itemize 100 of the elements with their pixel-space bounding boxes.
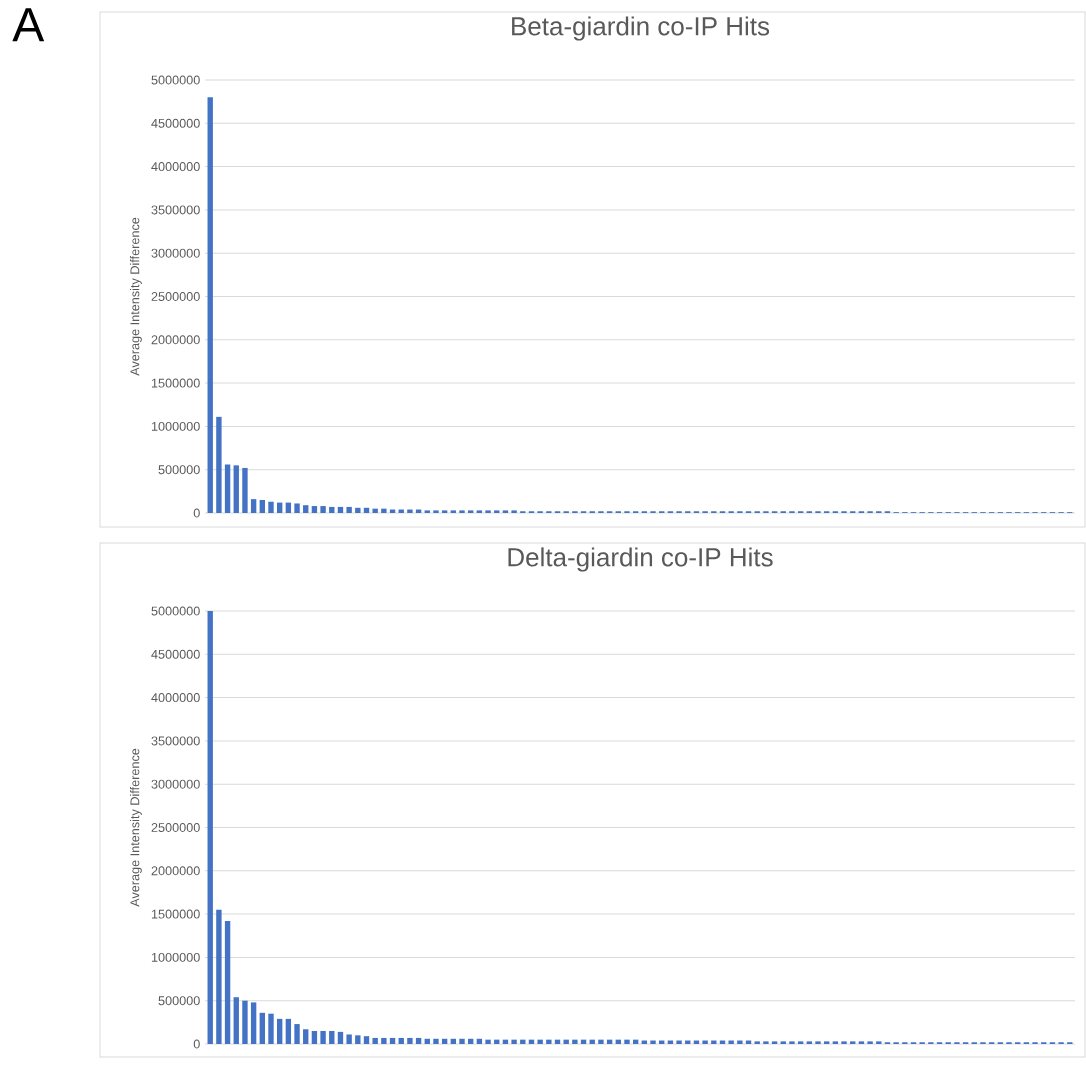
bar — [650, 1040, 656, 1044]
bar — [259, 500, 265, 513]
bar — [624, 1039, 630, 1044]
bar — [850, 1041, 856, 1044]
y-tick-label: 2000000 — [151, 335, 200, 345]
bar — [303, 505, 309, 513]
bar — [259, 1012, 265, 1044]
bar — [294, 503, 300, 513]
bar — [372, 508, 378, 513]
bar — [572, 1039, 578, 1044]
bar — [224, 921, 231, 1044]
y-tick-label: 0 — [193, 1039, 200, 1049]
y-tick-label: 1000000 — [151, 421, 200, 431]
bar — [537, 1039, 543, 1044]
bar — [346, 506, 352, 513]
bar — [598, 1039, 604, 1044]
y-tick-label: 3500000 — [151, 736, 200, 746]
bar — [329, 1030, 335, 1044]
y-tick-label: 4500000 — [151, 649, 200, 659]
bar — [823, 1041, 830, 1044]
bar — [285, 1018, 292, 1044]
bar — [398, 1037, 404, 1044]
bar — [797, 1041, 804, 1044]
bar — [485, 1039, 491, 1044]
bar — [355, 1035, 361, 1044]
y-tick-label: 4500000 — [151, 118, 200, 128]
bar — [407, 509, 413, 513]
text: A — [12, 8, 45, 42]
bar — [381, 1037, 387, 1044]
bar — [276, 1018, 283, 1044]
y-tick-label: 2000000 — [151, 866, 200, 876]
bar — [441, 510, 448, 513]
bar — [216, 416, 222, 513]
bar — [546, 1039, 552, 1044]
bar — [754, 1041, 760, 1044]
bar — [250, 1002, 257, 1044]
bar — [771, 1041, 778, 1044]
bar — [433, 510, 439, 513]
bar — [311, 1030, 318, 1044]
bar — [511, 1039, 517, 1044]
bar — [433, 1038, 439, 1044]
bar — [363, 1036, 370, 1044]
bar — [858, 1041, 865, 1044]
bar — [450, 510, 457, 513]
bar — [485, 510, 491, 513]
bar — [424, 510, 430, 513]
bar — [355, 507, 361, 513]
y-tick-label: 2500000 — [151, 823, 200, 832]
bar — [711, 1040, 717, 1044]
bar — [832, 1041, 839, 1044]
bar — [468, 510, 474, 513]
y-tick-label: 4000000 — [151, 162, 200, 172]
bar — [320, 506, 326, 513]
bar — [233, 465, 239, 513]
bar — [459, 1038, 465, 1044]
bar — [224, 464, 231, 513]
bar — [867, 1041, 873, 1044]
bar — [381, 508, 387, 513]
bar — [780, 1041, 786, 1044]
bar — [789, 1041, 795, 1044]
bar — [337, 1031, 344, 1044]
bar — [242, 467, 248, 513]
y-axis-title: Average Intensity Difference — [130, 748, 142, 907]
bar — [728, 1040, 734, 1044]
bar — [242, 1000, 248, 1044]
bar — [320, 1030, 326, 1044]
bar — [389, 1037, 396, 1044]
bar — [216, 909, 222, 1044]
y-tick-label: 3000000 — [151, 248, 200, 258]
bar — [806, 1041, 813, 1044]
y-tick-label: 2500000 — [151, 292, 200, 301]
bar — [702, 1040, 708, 1044]
y-tick-label: 1000000 — [151, 952, 200, 962]
bar — [303, 1029, 309, 1044]
y-tick-label: 3000000 — [151, 779, 200, 789]
y-tick-label: 5000000 — [151, 75, 200, 85]
bar — [294, 1024, 300, 1044]
bar — [250, 499, 257, 513]
y-tick-label: 500000 — [158, 996, 200, 1006]
bar — [676, 1040, 682, 1044]
y-tick-label: 1500000 — [151, 378, 200, 388]
bar — [476, 510, 483, 513]
bar — [207, 97, 213, 513]
y-tick-label: 5000000 — [151, 606, 200, 616]
y-axis-title: Average Intensity Difference — [130, 217, 142, 376]
bar — [268, 501, 274, 513]
bar — [502, 510, 509, 513]
bar — [407, 1037, 413, 1044]
bar — [815, 1041, 821, 1044]
y-tick-label: 0 — [193, 508, 200, 518]
y-tick-label: 3500000 — [151, 205, 200, 215]
bar — [415, 1037, 422, 1044]
bar — [311, 506, 318, 513]
bar — [876, 1041, 882, 1044]
bar — [233, 997, 239, 1044]
bar — [737, 1040, 743, 1044]
bar — [841, 1041, 847, 1044]
y-tick-label: 1500000 — [151, 909, 200, 919]
bar — [763, 1041, 769, 1044]
chart-title: Delta-giardin co-IP Hits — [508, 547, 773, 572]
